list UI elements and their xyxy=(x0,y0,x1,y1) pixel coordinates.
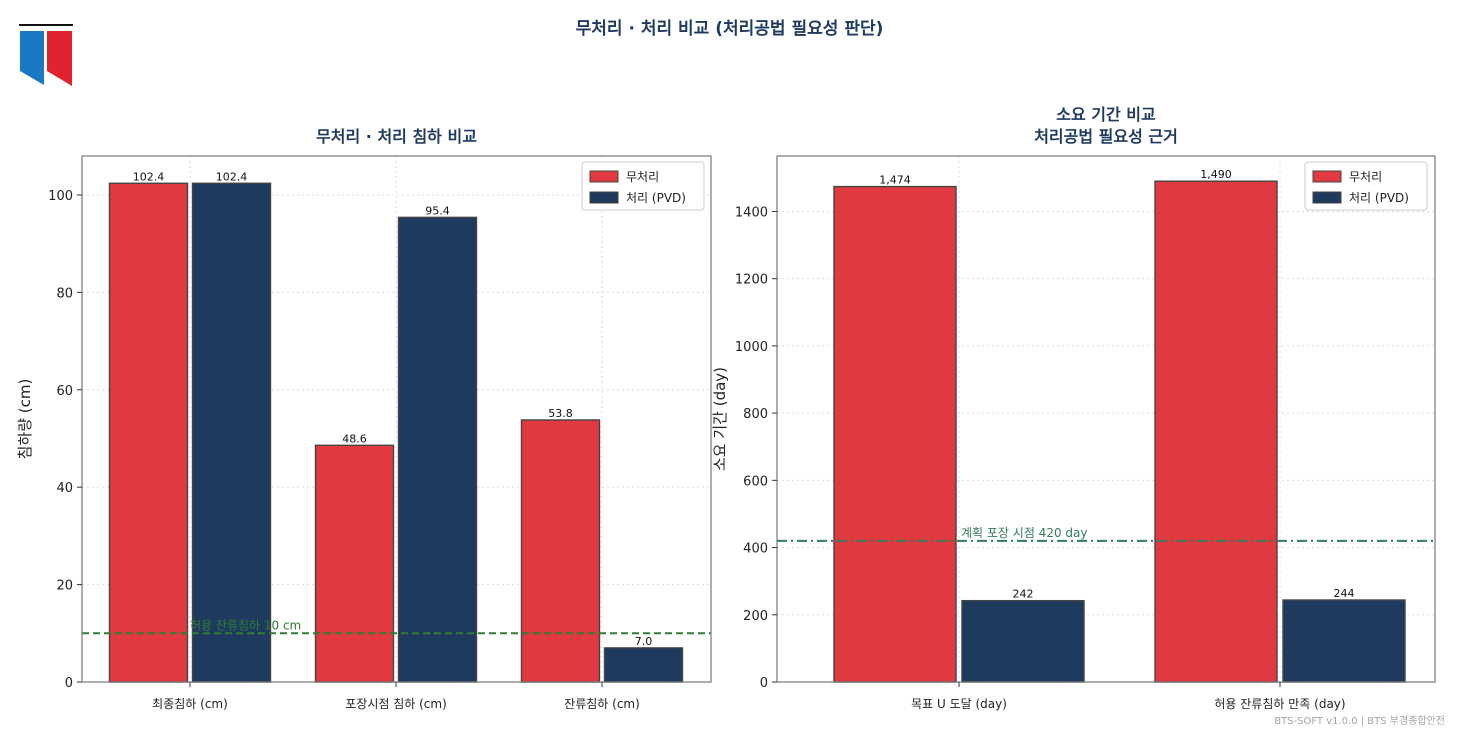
bar-처리 (PVD)-최종침하 (cm) xyxy=(191,182,272,683)
bar-value-label: 244 xyxy=(1334,587,1355,600)
chart-panel-1: 102.4 48.6 53.8 102.4 95.4 7.0 허용 잔류침하 10 cm 0 2… xyxy=(16,127,712,711)
bar-value-label: 102.4 xyxy=(216,170,248,183)
bar-처리 (PVD)-허용 잔류침하 만족 (day) xyxy=(1282,599,1406,683)
legend-entry: 처리 (PVD) xyxy=(626,191,686,205)
y-tick-label: 60 xyxy=(56,384,73,399)
y-tick-label: 800 xyxy=(743,407,768,422)
chart-title: 무처리 · 처리 침하 비교 xyxy=(316,127,477,146)
y-tick-label: 1200 xyxy=(735,273,768,288)
axes-frame xyxy=(776,155,1436,683)
legend-entry: 처리 (PVD) xyxy=(1349,191,1409,205)
y-tick-label: 400 xyxy=(743,542,768,557)
footer-version-text: BTS-SOFT v1.0.0 | BTS 부경종합안전 xyxy=(1274,716,1445,727)
bar-value-label: 53.8 xyxy=(548,407,573,420)
x-tick-label: 포장시점 침하 (cm) xyxy=(345,697,447,711)
bar-무처리-최종침하 (cm) xyxy=(108,182,189,683)
bar-처리 (PVD)-목표 U 도달 (day) xyxy=(961,599,1085,683)
x-tick-label: 허용 잔류침하 만족 (day) xyxy=(1214,697,1345,711)
y-tick-label: 100 xyxy=(48,189,73,204)
y-axis-label: 침하량 (cm) xyxy=(16,379,34,460)
bar-무처리-목표 U 도달 (day) xyxy=(833,185,957,683)
x-tick-label: 목표 U 도달 (day) xyxy=(911,697,1007,711)
bar-처리 (PVD)-잔류침하 (cm) xyxy=(603,647,684,683)
x-tick-label: 최종침하 (cm) xyxy=(152,697,228,711)
bar-value-label: 242 xyxy=(1013,588,1034,601)
reference-line-label: 허용 잔류침하 10 cm xyxy=(190,618,301,632)
legend-entry: 무처리 xyxy=(1349,170,1382,184)
legend-swatch xyxy=(589,170,619,183)
y-tick-label: 600 xyxy=(743,474,768,489)
figure-title: 무처리 · 처리 비교 (처리공법 필요성 판단) xyxy=(575,19,884,39)
bar-value-label: 7.0 xyxy=(635,635,653,648)
y-tick-label: 0 xyxy=(65,676,73,691)
y-tick-label: 0 xyxy=(760,676,768,691)
bar-무처리-잔류침하 (cm) xyxy=(520,419,601,683)
bar-value-label: 1,490 xyxy=(1200,168,1232,181)
y-tick-label: 20 xyxy=(56,579,73,594)
bar-처리 (PVD)-포장시점 침하 (cm) xyxy=(397,216,478,683)
legend-entry: 무처리 xyxy=(626,170,659,184)
legend-swatch xyxy=(1312,191,1342,204)
chart-title: 처리공법 필요성 근거 xyxy=(1034,127,1178,146)
y-tick-label: 80 xyxy=(56,286,73,301)
bar-무처리-허용 잔류침하 만족 (day) xyxy=(1154,180,1278,683)
y-tick-label: 200 xyxy=(743,609,768,624)
y-tick-label: 1000 xyxy=(735,340,768,355)
bar-value-label: 95.4 xyxy=(425,204,450,217)
chart-title: 소요 기간 비교 xyxy=(1056,105,1156,124)
bookmark-flag-logo xyxy=(19,24,73,86)
reference-line-label: 계획 포장 시점 420 day xyxy=(961,526,1087,540)
bar-무처리-포장시점 침하 (cm) xyxy=(314,444,395,683)
legend-swatch xyxy=(589,191,619,204)
bar-value-label: 102.4 xyxy=(133,170,165,183)
bar-value-label: 48.6 xyxy=(342,432,367,445)
y-tick-label: 40 xyxy=(56,481,73,496)
x-tick-label: 잔류침하 (cm) xyxy=(564,697,640,711)
legend-swatch xyxy=(1312,170,1342,183)
y-axis-label: 소요 기간 (day) xyxy=(711,367,729,471)
y-tick-label: 1400 xyxy=(735,205,768,220)
bar-value-label: 1,474 xyxy=(879,174,911,187)
chart-panel-2: 1,474 1,490 242 244 계획 포장 시점 420 day 0 200 400 6… xyxy=(711,105,1436,711)
